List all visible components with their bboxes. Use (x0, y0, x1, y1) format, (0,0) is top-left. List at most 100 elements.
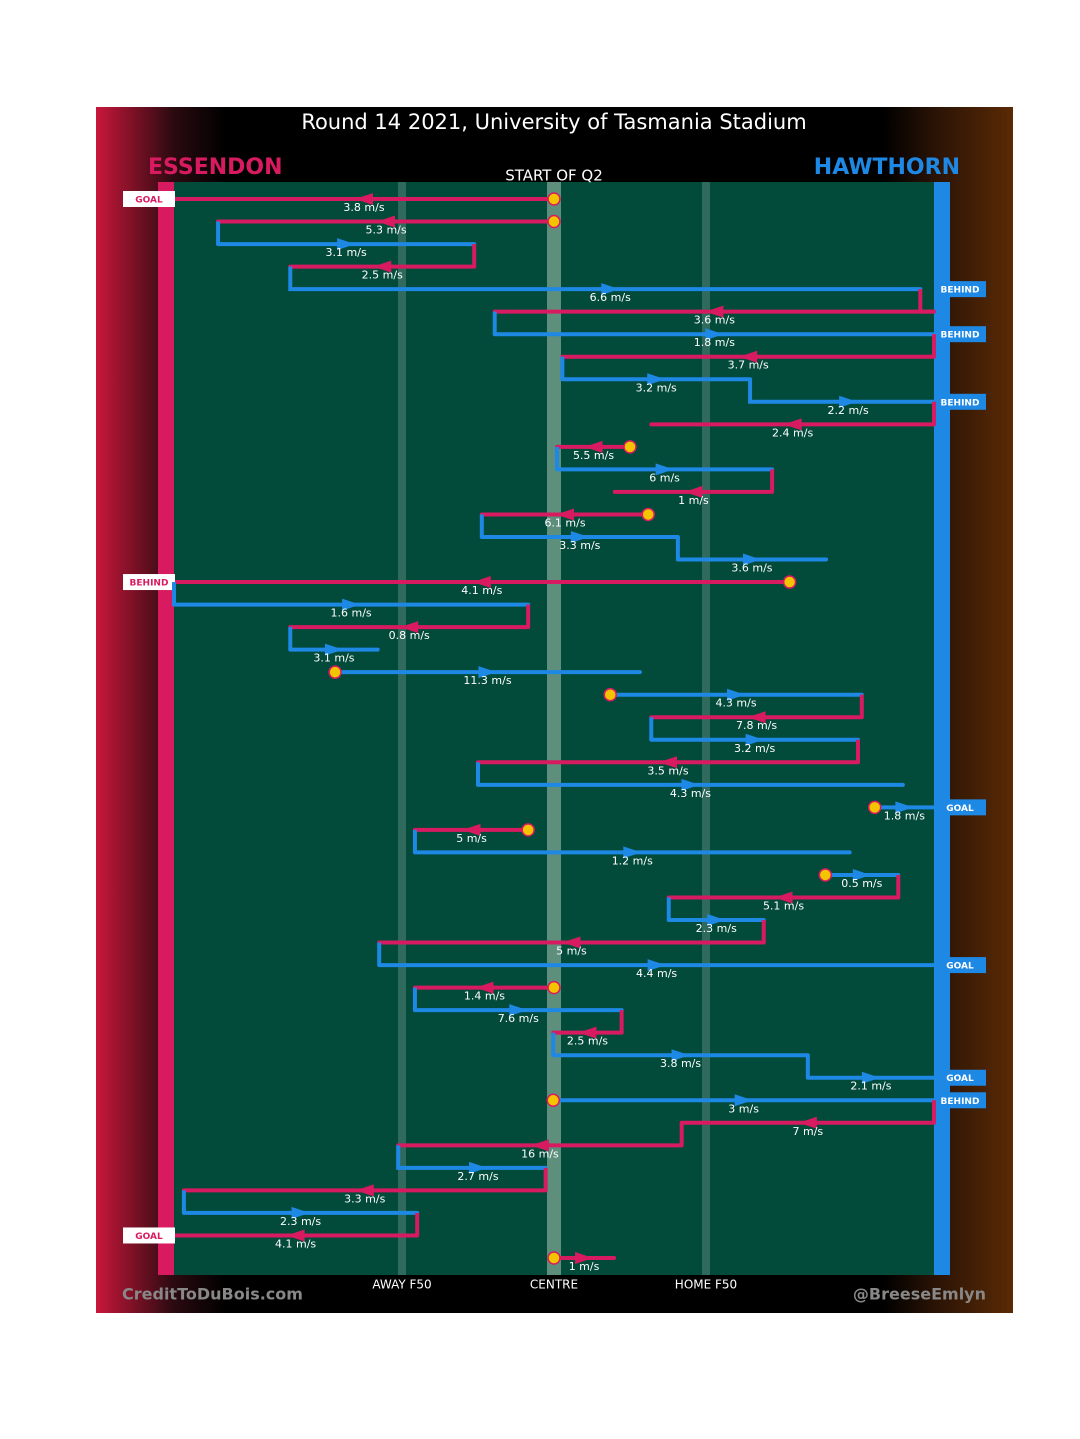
result-label: BEHIND (941, 286, 980, 296)
speed-label: 1 m/s (569, 1260, 600, 1273)
arrow (839, 395, 858, 408)
title: Round 14 2021, University of Tasmania St… (301, 110, 806, 134)
field-line (702, 182, 710, 1275)
speed-label: 3.8 m/s (660, 1057, 701, 1070)
speed-label: 2.5 m/s (567, 1035, 608, 1048)
arrow (684, 485, 703, 498)
arrow (355, 1184, 374, 1197)
stoppage-dot (521, 823, 535, 837)
result-label: GOAL (135, 196, 163, 206)
speed-label: 0.8 m/s (389, 629, 430, 642)
arrow (705, 305, 724, 318)
speed-label: 3.6 m/s (731, 562, 772, 575)
stoppage-dot (818, 868, 833, 882)
arrow (472, 576, 491, 589)
result-label: BEHIND (941, 331, 980, 341)
arrow (647, 373, 666, 386)
arrow (655, 463, 674, 476)
result-box (123, 191, 175, 207)
speed-label: 5.5 m/s (573, 449, 614, 462)
arrow (578, 1026, 597, 1039)
result-box (934, 326, 986, 343)
speed-label: 1.8 m/s (884, 809, 925, 822)
speed-label: 2.3 m/s (696, 922, 737, 935)
speed-label: 0.5 m/s (841, 877, 882, 890)
speed-label: 5 m/s (556, 945, 587, 958)
result-label: GOAL (946, 1074, 974, 1084)
stoppage-dot (623, 440, 637, 454)
connector (396, 1145, 411, 1170)
stoppage-dot (547, 192, 561, 206)
arrow (671, 1049, 690, 1062)
arrow (623, 846, 642, 859)
connector (748, 379, 763, 404)
arrow (342, 598, 361, 611)
subtitle: START OF Q2 (505, 167, 603, 185)
arrow (562, 936, 581, 949)
arrow (852, 868, 871, 881)
speed-label: 1 m/s (678, 494, 709, 507)
speed-label: 11.3 m/s (463, 674, 511, 687)
arrow (584, 440, 603, 453)
speed-label: 3.2 m/s (636, 381, 677, 394)
speed-label: 3.7 m/s (728, 359, 769, 372)
stoppage-dot (867, 800, 882, 815)
arrow (707, 914, 726, 927)
credit: CreditToDuBois.com (122, 1285, 303, 1304)
result-box (934, 1092, 986, 1109)
team-name: HAWTHORN (814, 155, 960, 180)
speed-label: 2.7 m/s (457, 1170, 498, 1183)
speed-label: 6.1 m/s (544, 516, 585, 529)
result-label: BEHIND (941, 1097, 980, 1107)
speed-label: 3.8 m/s (343, 201, 384, 214)
right-goal-bar (934, 182, 950, 1275)
arrow (727, 688, 746, 701)
arrow (324, 643, 343, 656)
stoppage-dot (328, 665, 342, 679)
arrow (705, 328, 724, 341)
result-box (934, 1069, 986, 1086)
x-tick-label: HOME F50 (675, 1278, 737, 1292)
stoppage-dot (782, 575, 797, 589)
speed-label: 4.3 m/s (670, 787, 711, 800)
speed-label: 3.5 m/s (647, 764, 688, 777)
speed-label: 5.3 m/s (365, 224, 406, 237)
team-name: ESSENDON (148, 155, 283, 180)
arrow (291, 1206, 310, 1219)
arrow (742, 553, 761, 566)
arrow (895, 801, 914, 814)
speed-label: 7.6 m/s (498, 1012, 539, 1025)
arrow (475, 981, 494, 994)
arrow (530, 1139, 549, 1152)
speed-label: 5 m/s (456, 832, 487, 845)
speed-label: 3 m/s (728, 1102, 759, 1115)
speed-label: 4.4 m/s (636, 967, 677, 980)
speed-label: 3.1 m/s (313, 652, 354, 665)
speed-label: 3.3 m/s (344, 1192, 385, 1205)
arrow (570, 530, 589, 543)
speed-label: 3.3 m/s (559, 539, 600, 552)
speed-label: 1.4 m/s (464, 990, 505, 1003)
field-line (547, 182, 561, 1275)
arrow (575, 1252, 594, 1264)
result-box (123, 1227, 175, 1244)
result-box (934, 281, 986, 298)
result-label: BEHIND (941, 398, 980, 408)
speed-label: 6.6 m/s (590, 291, 631, 304)
result-box (934, 957, 986, 974)
arrow (478, 666, 497, 679)
result-box (934, 393, 986, 410)
arrow (601, 283, 620, 296)
speed-label: 3.6 m/s (694, 314, 735, 327)
speed-label: 2.4 m/s (772, 426, 813, 439)
stoppage-dot (547, 214, 561, 229)
connector (288, 266, 301, 292)
arrow (377, 215, 396, 228)
speed-label: 1.6 m/s (331, 607, 372, 620)
x-tick-label: CENTRE (530, 1278, 578, 1292)
x-tick-label: AWAY F50 (372, 1278, 431, 1292)
result-label: GOAL (946, 962, 974, 972)
speed-label: 2.2 m/s (828, 404, 869, 417)
arrow (462, 823, 481, 836)
